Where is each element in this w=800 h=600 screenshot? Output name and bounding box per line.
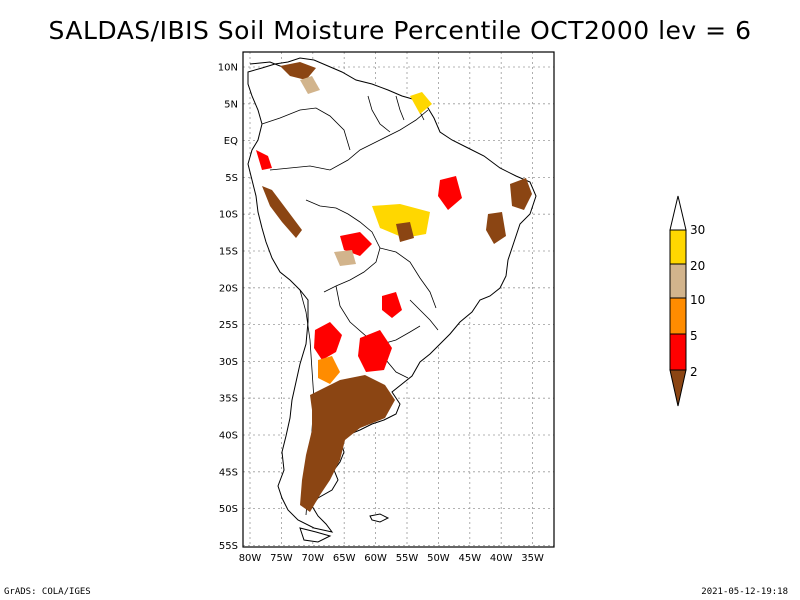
lat-tick-label: 10N	[218, 63, 238, 74]
colorbar-segment-2-5	[669, 333, 687, 371]
mesopotamia-dry-patch	[358, 330, 392, 372]
colorbar-arrow-bottom	[669, 369, 687, 407]
lon-tick-label: 50W	[427, 553, 450, 564]
central-argentina-dry-patch	[314, 322, 342, 360]
legend-label-30: 30	[690, 223, 705, 237]
colorbar-segment-10-20	[669, 263, 687, 299]
bolivia-patch	[340, 232, 372, 256]
lat-tick-label: 30S	[219, 357, 238, 368]
venezuela-west-patch	[300, 76, 320, 94]
bahia-patch	[486, 212, 506, 244]
lon-tick-label: 40W	[490, 553, 513, 564]
lon-tick-label: 55W	[396, 553, 419, 564]
footer-credit: GrADS: COLA/IGES	[4, 587, 91, 597]
legend-label-20: 20	[690, 259, 705, 273]
cuyo-patch	[318, 356, 340, 384]
lat-tick-label: 20S	[219, 283, 238, 294]
plot-frame	[242, 51, 555, 548]
lat-tick-label: 50S	[219, 504, 238, 515]
lon-tick-label: 75W	[270, 553, 293, 564]
lat-tick-label: 55S	[219, 541, 238, 552]
peru-andes-patch	[262, 186, 302, 238]
northeast-brazil-patch	[510, 178, 532, 210]
tocantins-patch	[438, 176, 462, 210]
patagonia-pampas-dry-region	[300, 375, 395, 512]
map-title: SALDAS/IBIS Soil Moisture Percentile OCT…	[48, 16, 752, 45]
latitude-labels: 10N 5N EQ 5S 10S 15S 20S 25S 30S 35S 40S 45S 50S 55S	[218, 63, 238, 552]
lon-tick-label: 60W	[364, 553, 387, 564]
mato-grosso-sul-patch	[382, 292, 402, 318]
colorbar-segment-20-30	[669, 229, 687, 265]
lon-tick-label: 35W	[521, 553, 544, 564]
colorbar-arrow-top	[669, 195, 687, 231]
colombia-north-patch	[280, 62, 316, 80]
lat-tick-label: 45S	[219, 467, 238, 478]
lat-tick-label: 5S	[225, 173, 238, 184]
bolivia-lowland-patch	[334, 250, 356, 266]
ecuador-patch	[256, 150, 272, 170]
footer-timestamp: 2021-05-12-19:18	[701, 587, 788, 597]
lon-tick-label: 80W	[239, 553, 262, 564]
lon-tick-label: 45W	[458, 553, 481, 564]
percentile-shading-layer	[256, 62, 532, 512]
lon-tick-label: 65W	[333, 553, 356, 564]
legend-label-5: 5	[690, 329, 698, 343]
mato-grosso-moist-patch	[372, 204, 430, 238]
legend-label-2: 2	[690, 365, 698, 379]
colorbar: 30 20 10 5 2	[669, 195, 705, 407]
guianas-moist-patch	[410, 92, 432, 114]
tierra-del-fuego	[299, 527, 332, 543]
lat-tick-label: 25S	[219, 320, 238, 331]
lon-tick-label: 70W	[301, 553, 324, 564]
central-brazil-dry-patch	[396, 222, 414, 242]
lat-tick-label: 5N	[224, 99, 238, 110]
legend-label-10: 10	[690, 293, 705, 307]
lat-tick-label: 15S	[219, 247, 238, 258]
colorbar-segment-5-10	[669, 297, 687, 335]
lat-tick-label: 35S	[219, 394, 238, 405]
longitude-labels: 80W 75W 70W 65W 60W 55W 50W 45W 40W 35W	[239, 553, 544, 564]
lat-tick-label: 10S	[219, 210, 238, 221]
lat-tick-label: 40S	[219, 431, 238, 442]
falkland-islands	[369, 513, 390, 523]
lat-tick-label: EQ	[224, 136, 238, 147]
